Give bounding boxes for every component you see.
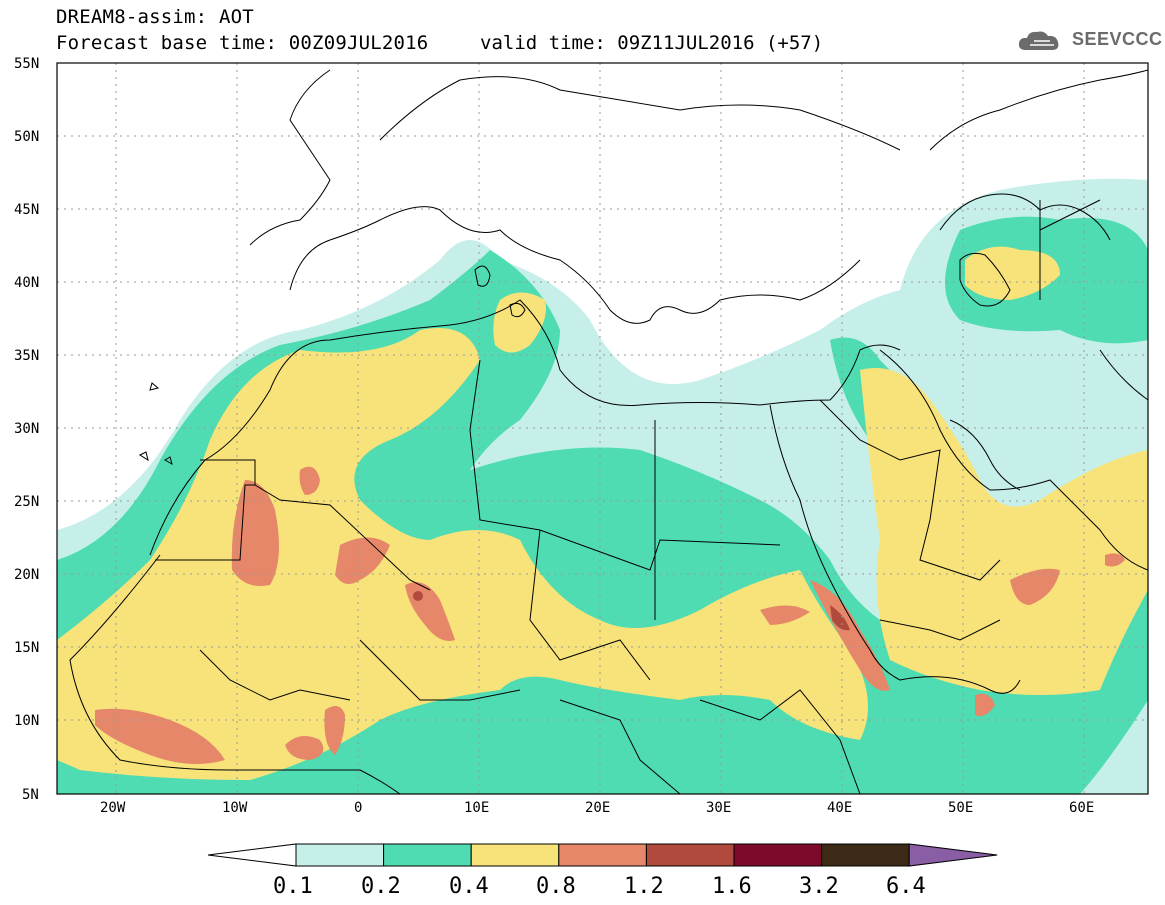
lat-tick-label: 40N: [14, 275, 39, 291]
aot-layer-0-8: [95, 466, 1125, 764]
lat-tick-label: 5N: [22, 787, 39, 803]
lat-tick-label: 50N: [14, 129, 39, 145]
colorbar-box: [733, 843, 823, 867]
colorbar-box: [470, 843, 560, 867]
colorbar-box: [645, 843, 735, 867]
colorbar-label: 0.2: [361, 874, 401, 899]
valid-time: valid time: 09Z11JUL2016 (+57): [480, 32, 824, 54]
lat-tick-label: 20N: [14, 567, 39, 583]
colorbar-label: 0.8: [536, 874, 576, 899]
lon-tick-label: 60E: [1069, 800, 1094, 816]
colorbar-label: 3.2: [799, 874, 839, 899]
lat-tick-label: 55N: [14, 56, 39, 72]
colorbar-label: 0.1: [273, 874, 313, 899]
logo-text: SEEVCCC: [1072, 29, 1163, 49]
colorbar-boxes: [207, 843, 998, 867]
colorbar-box: [295, 843, 385, 867]
lon-tick-label: 10W: [222, 800, 248, 816]
map-title: DREAM8-assim: AOT: [56, 6, 254, 28]
lon-tick-label: 20W: [100, 800, 126, 816]
coastlines: [69, 69, 1148, 794]
lat-tick-label: 45N: [14, 202, 39, 218]
lon-tick-label: 40E: [827, 800, 852, 816]
lat-tick-labels: 55N 50N 45N 40N 35N 30N 25N 20N 15N 10N …: [14, 56, 39, 803]
lat-tick-label: 25N: [14, 494, 39, 510]
lon-tick-label: 10E: [464, 800, 489, 816]
colorbar-box: [821, 843, 910, 867]
graticule: [57, 63, 1148, 794]
cloud-logo-icon: [1018, 31, 1059, 50]
lon-tick-labels: 20W 10W 0 10E 20E 30E 40E 50E 60E: [100, 800, 1094, 816]
colorbar-labels: 0.1 0.2 0.4 0.8 1.2 1.6 3.2 6.4: [273, 874, 926, 899]
lon-tick-label: 0: [354, 800, 362, 816]
colorbar-label: 1.6: [712, 874, 752, 899]
aot-layer-1-2: [413, 591, 850, 631]
lat-tick-label: 15N: [14, 640, 39, 656]
colorbar-over-arrow: [908, 843, 998, 867]
colorbar-box: [558, 843, 647, 867]
aot-layer-0-4: [57, 246, 1148, 780]
colorbar-label: 0.4: [449, 874, 489, 899]
colorbar-under-arrow: [207, 843, 297, 867]
colorbar-label: 1.2: [624, 874, 664, 899]
colorbar-label: 6.4: [886, 874, 926, 899]
lon-tick-label: 50E: [948, 800, 973, 816]
lon-tick-label: 20E: [585, 800, 610, 816]
lon-tick-label: 30E: [706, 800, 731, 816]
lat-tick-label: 35N: [14, 348, 39, 364]
forecast-base-time: Forecast base time: 00Z09JUL2016: [56, 32, 429, 54]
lat-tick-label: 10N: [14, 713, 39, 729]
lat-tick-label: 30N: [14, 421, 39, 437]
colorbar-box: [383, 843, 472, 867]
